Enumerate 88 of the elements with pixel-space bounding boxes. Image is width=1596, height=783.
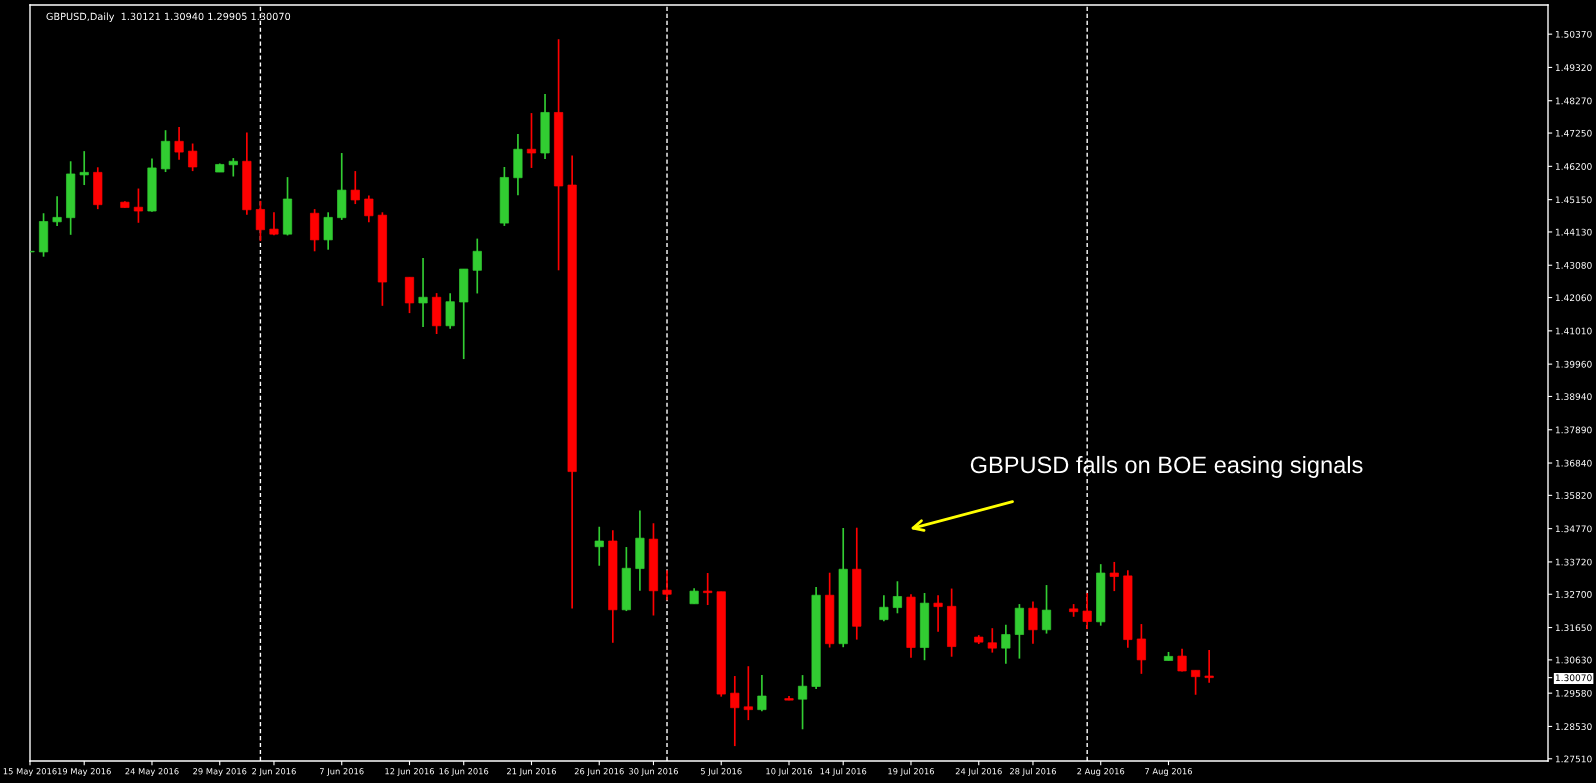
candlestick [133,187,143,224]
candlestick [906,593,916,659]
candlestick [1136,623,1146,675]
candlestick [689,587,699,605]
candlestick [526,112,537,169]
y-tick-label: 1.32700 [1555,591,1592,598]
x-tick-label: 19 May 2016 [57,768,111,777]
candlestick [757,674,767,713]
annotation: GBPUSD falls on BOE easing signals [970,455,1363,478]
y-tick-label: 1.30070 [1555,674,1592,682]
y-tick-label: 1.43080 [1555,261,1592,269]
y-tick-label: 1.46200 [1555,163,1592,170]
candlestick [798,674,808,731]
y-tick-label: 1.47250 [1555,129,1592,137]
y-tick-label: 1.30630 [1555,656,1592,664]
candlestick [825,571,835,649]
candlestick [892,580,902,615]
candlestick [147,157,157,213]
y-tick-label: 1.38940 [1555,393,1592,401]
candlestick [974,634,984,645]
x-tick-label: 10 Jul 2016 [766,767,813,776]
candlestick [662,569,672,602]
x-tick-label: 7 Jun 2016 [320,768,364,776]
candlestick [1109,561,1119,592]
y-tick-label: 1.34770 [1555,525,1592,533]
x-tick-label: 15 May 2016 [3,768,57,777]
x-tick-label: 12 Jun 2016 [385,768,435,776]
x-tick-label: 26 Jun 2016 [574,768,624,776]
x-tick-label: 24 Jul 2016 [955,767,1002,776]
candlestick [160,129,171,173]
y-tick-label: 1.39960 [1555,360,1592,368]
y-tick-label: 1.50370 [1555,30,1592,38]
candlestick [743,665,753,721]
candlestick [79,150,89,186]
y-tick-label: 1.44130 [1555,228,1592,236]
candlestick [350,170,360,205]
candlestick [310,208,320,253]
x-tick-label: 2 Jun 2016 [252,768,296,776]
candlestick [364,194,374,223]
candlestick [919,592,930,662]
text: GBPUSD,Daily 1.30121 1.30940 1.29905 1.30070 [46,12,291,22]
y-tick-label: 1.45150 [1555,196,1592,204]
candlestick [703,572,713,606]
y-tick-label: 1.49320 [1555,64,1592,71]
x-tick-label: 30 Jun 2016 [629,768,678,776]
y-tick-label: 1.35820 [1555,492,1592,499]
y-tick-label: 1.42060 [1555,294,1592,302]
candlestick [404,276,415,314]
candlestick [459,268,469,360]
candlestick [188,142,198,172]
x-tick-label: 14 Jul 2016 [820,767,867,776]
candlestick [337,152,347,221]
candlestick [282,176,293,237]
candlestick [418,257,428,328]
x-tick-label: 16 Jun 2016 [439,768,489,776]
y-tick-label: 1.27510 [1555,755,1592,763]
y-tick-label: 1.33720 [1555,558,1592,566]
candlestick [174,126,184,161]
x-tick-label: 28 Jul 2016 [1009,767,1057,776]
candlestick [66,160,76,236]
candlestick [269,211,279,236]
y-tick-label: 1.48270 [1555,97,1592,105]
y-tick-label: 1.31650 [1555,624,1592,632]
candlestick [215,162,225,173]
y-tick-label: 1.28530 [1555,723,1592,731]
y-tick-label: 1.29580 [1555,689,1592,697]
candlestick [1041,584,1052,635]
candlestick [784,695,794,701]
x-tick-label: 19 Jul 2016 [888,767,935,776]
x-tick-label: 24 May 2016 [125,768,179,777]
candlestick [1001,623,1011,665]
candlestick [1204,649,1214,684]
x-tick-label: 5 Jul 2016 [700,767,742,776]
y-tick-label: 1.41010 [1555,327,1592,335]
x-tick-label: 29 May 2016 [193,768,247,777]
y-tick-label: 1.36840 [1555,459,1592,467]
x-tick-label: 2 Aug 2016 [1077,768,1125,777]
candlestick [933,594,943,633]
x-tick-label: 21 Jun 2016 [507,768,557,776]
candlestick [323,211,333,251]
x-tick-label: 7 Aug 2016 [1145,768,1193,777]
candlestick [987,627,997,654]
candlestick [594,525,604,567]
candlestick [1177,647,1187,673]
y-tick-label: 1.37890 [1555,426,1592,434]
candlestick [39,212,49,258]
candlestick [540,93,550,160]
candlestick [1082,592,1092,630]
